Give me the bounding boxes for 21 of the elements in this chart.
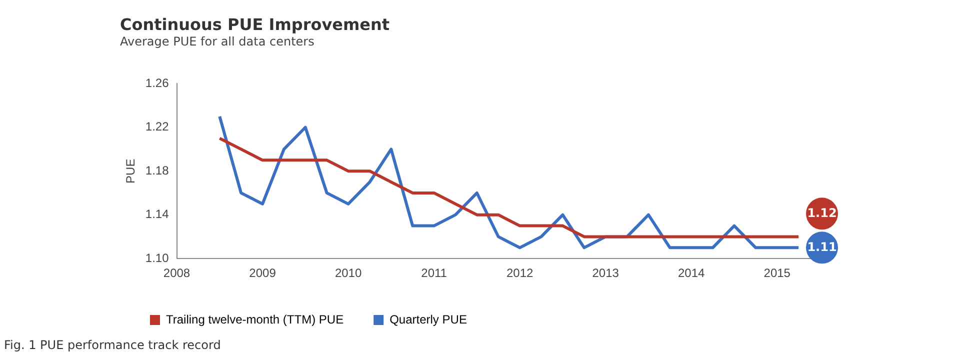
y-axis-title: PUE [124,158,138,184]
y-tick-label: 1.14 [145,207,170,222]
y-tick-label: 1.18 [145,163,170,178]
x-tick-label: 2015 [764,266,791,280]
caption: Fig. 1 PUE performance track record [4,338,221,352]
data-label: 1.12 [807,206,837,220]
x-tick-label: 2009 [249,266,276,280]
y-tick-label: 1.26 [145,76,170,90]
x-tick-label: 2014 [678,266,706,280]
y-tick-label: 1.10 [145,250,170,265]
x-tick-label: 2008 [163,266,190,280]
x-tick-label: 2013 [592,266,620,280]
legend-label: Quarterly PUE [390,312,467,326]
x-tick-label: 2010 [334,266,362,280]
x-tick-label: 2012 [506,266,534,280]
chart-subtitle: Average PUE for all data centers [120,34,314,49]
x-tick-label: 2011 [421,266,448,280]
data-label: 1.11 [807,240,837,254]
chart-title: Continuous PUE Improvement [120,14,390,34]
y-tick-label: 1.22 [145,120,170,134]
legend-label: Trailing twelve-month (TTM) PUE [166,312,344,326]
